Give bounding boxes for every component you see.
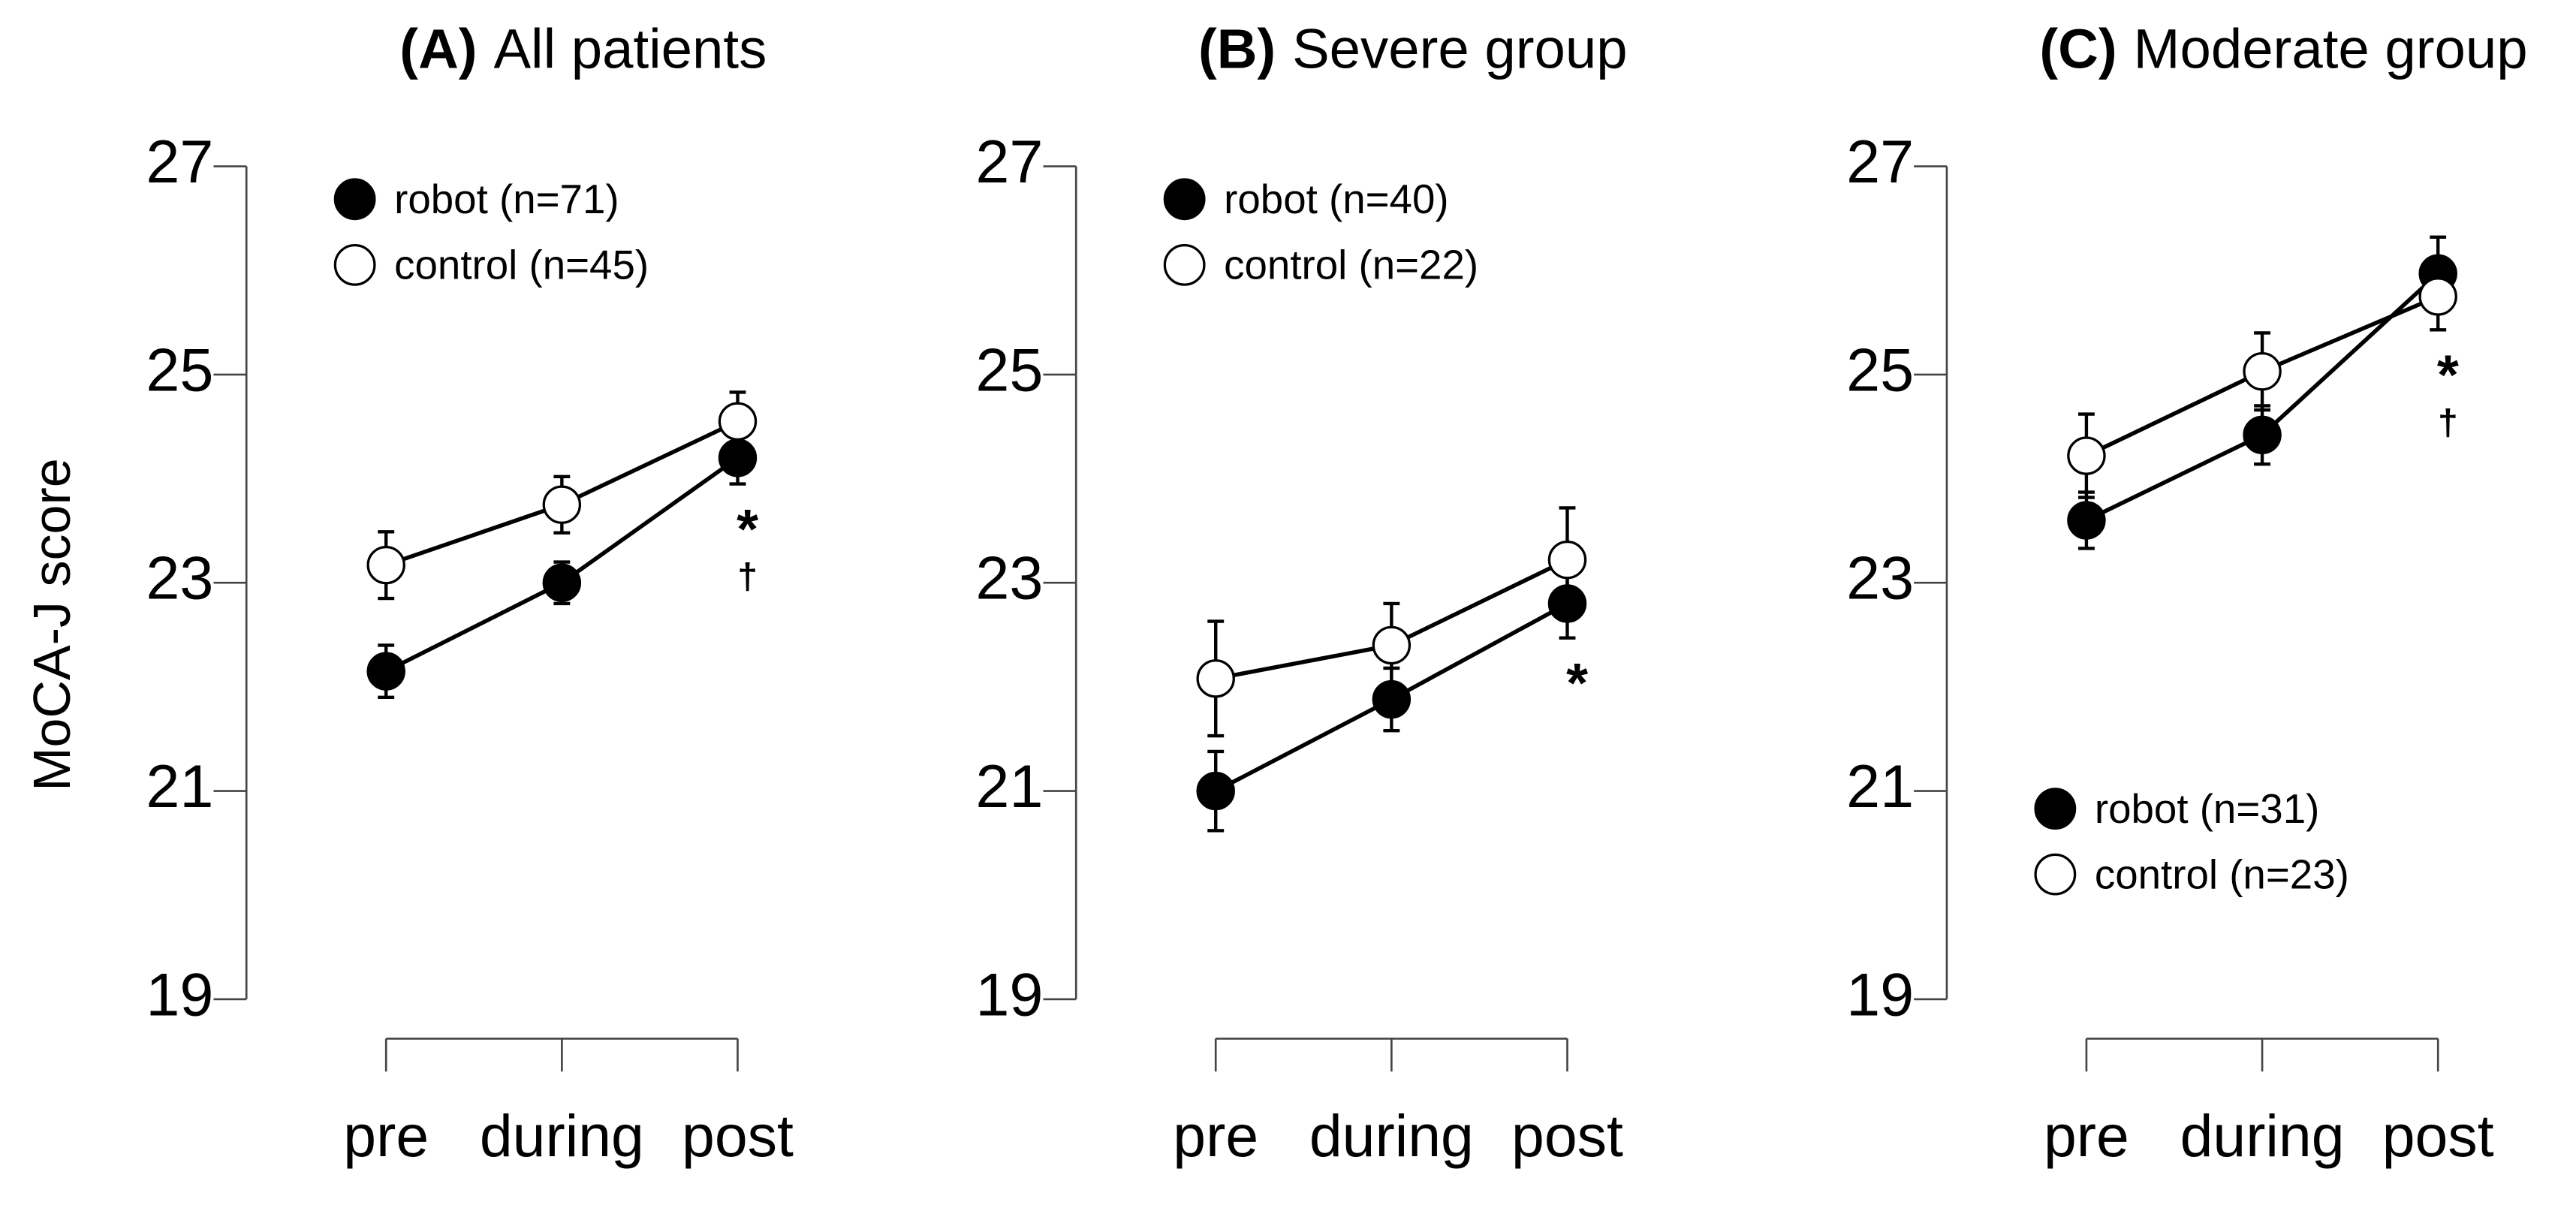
x-tick-label: during <box>1309 1103 1474 1169</box>
y-tick-label: 27 <box>975 128 1043 196</box>
y-tick-label: 25 <box>1846 336 1914 404</box>
title-text: All patients <box>493 17 767 80</box>
y-tick-label: 25 <box>146 336 213 404</box>
x-tick-label: pre <box>343 1103 429 1169</box>
y-tick-label: 19 <box>975 961 1043 1029</box>
x-tick-label: post <box>1511 1103 1623 1169</box>
data-point <box>366 652 405 691</box>
x-tick-label: pre <box>2044 1103 2129 1169</box>
legend-marker <box>333 178 376 221</box>
y-axis-label: MoCA-J score <box>23 458 81 791</box>
data-point <box>1196 771 1235 811</box>
data-point <box>1372 625 1412 665</box>
y-tick-label: 27 <box>146 128 213 196</box>
data-point <box>2243 352 2282 391</box>
data-point <box>366 545 405 585</box>
data-point <box>1196 659 1235 698</box>
significance-mark: * <box>1566 652 1588 714</box>
y-tick-label: 23 <box>1846 545 1914 613</box>
y-tick-label: 21 <box>1846 753 1914 821</box>
data-point <box>542 485 582 524</box>
x-tick-label: post <box>682 1103 794 1169</box>
y-tick-label: 27 <box>1846 128 1914 196</box>
y-tick-label: 23 <box>146 545 213 613</box>
chart-title: (B) Severe group <box>1198 17 1628 80</box>
title-label: (C) <box>2039 17 2117 80</box>
legend-label: control (n=22) <box>1224 242 1478 288</box>
data-point <box>542 563 582 602</box>
data-point <box>2067 436 2106 475</box>
data-point <box>1372 679 1412 719</box>
data-point <box>2418 277 2457 316</box>
title-label: (A) <box>399 17 477 80</box>
legend-label: robot (n=40) <box>1224 176 1448 222</box>
y-tick-label: 19 <box>146 961 213 1029</box>
chart-title: (A) All patients <box>399 17 767 80</box>
x-tick-label: during <box>2180 1103 2345 1169</box>
legend-marker <box>2034 788 2077 830</box>
legend-label: robot (n=31) <box>2095 785 2319 832</box>
y-tick-label: 21 <box>975 753 1043 821</box>
significance-mark: † <box>737 556 758 597</box>
y-tick-label: 21 <box>146 753 213 821</box>
title-label: (B) <box>1198 17 1276 80</box>
legend-label: control (n=45) <box>394 242 649 288</box>
y-tick-label: 23 <box>975 545 1043 613</box>
title-text: Moderate group <box>2134 17 2528 80</box>
significance-mark: † <box>2438 402 2458 443</box>
chart-title: (C) Moderate group <box>2039 17 2527 80</box>
significance-mark: * <box>737 498 758 560</box>
data-point <box>718 438 758 477</box>
significance-mark: * <box>2437 344 2459 406</box>
data-point <box>1547 541 1587 580</box>
y-tick-label: 25 <box>975 336 1043 404</box>
legend-marker <box>2034 853 2077 896</box>
legend-marker <box>1163 178 1206 221</box>
x-tick-label: during <box>480 1103 644 1169</box>
data-point <box>1547 584 1587 623</box>
x-tick-label: pre <box>1173 1103 1258 1169</box>
y-tick-label: 19 <box>1846 961 1914 1029</box>
legend-marker <box>1163 243 1206 286</box>
data-point <box>2067 501 2106 540</box>
legend-label: control (n=23) <box>2095 851 2349 897</box>
x-tick-label: post <box>2382 1103 2494 1169</box>
data-point <box>2243 415 2282 455</box>
title-text: Severe group <box>1292 17 1628 80</box>
legend-marker <box>333 243 376 286</box>
legend-label: robot (n=71) <box>394 176 619 222</box>
data-point <box>718 402 758 441</box>
